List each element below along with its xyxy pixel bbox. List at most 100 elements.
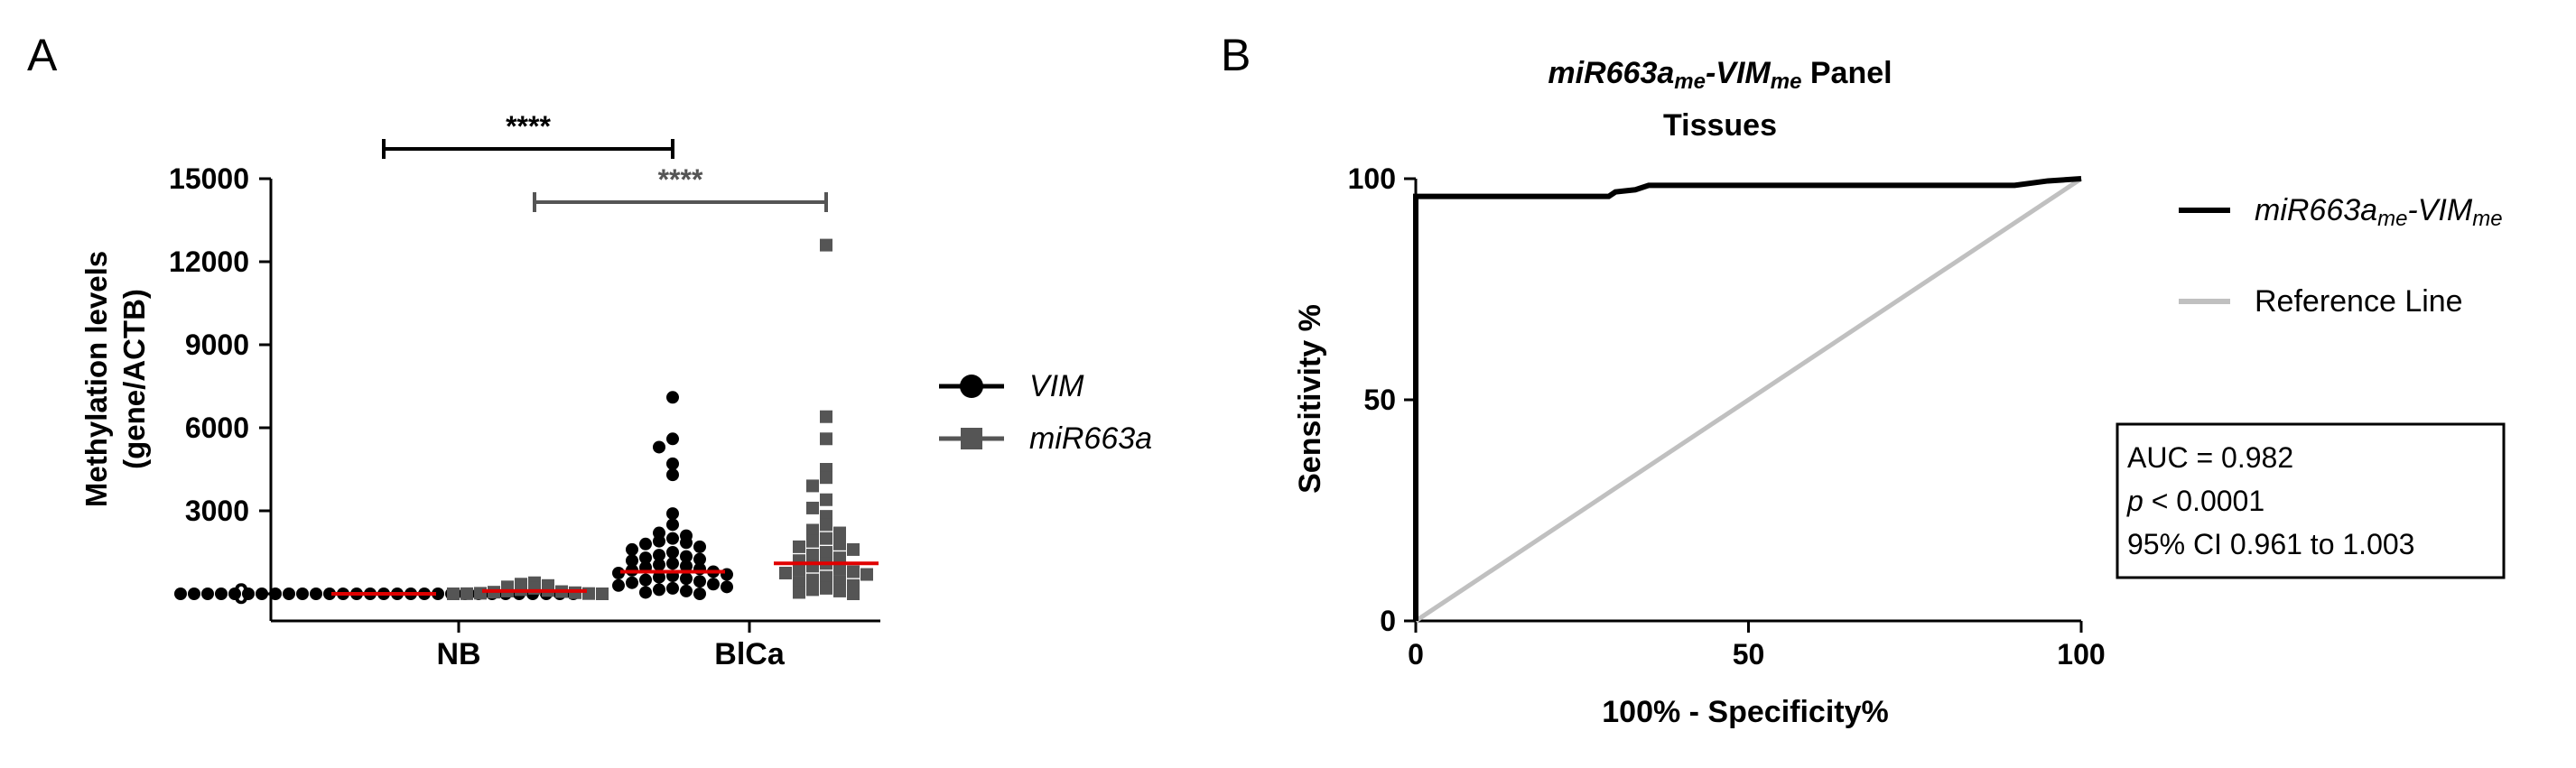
point-VIM-NB-29 — [174, 588, 187, 600]
point-miR663a-BlCa-36 — [793, 586, 805, 599]
point-VIM-BlCa-40 — [653, 583, 665, 597]
point-miR663a-BlCa-26 — [779, 567, 792, 579]
point-miR663a-BlCa-30 — [833, 575, 846, 588]
y-tick-label-1: 3000 — [185, 495, 249, 527]
significance-label-0: **** — [506, 110, 551, 143]
point-miR663a-BlCa-6 — [820, 493, 832, 506]
auc-annotation-box: AUC = 0.982 p < 0.0001 95% CI 0.961 to 1… — [2116, 422, 2506, 579]
point-miR663a-BlCa-37 — [847, 588, 860, 600]
point-VIM-NB-7 — [323, 588, 336, 600]
point-VIM-BlCa-19 — [693, 552, 706, 566]
point-miR663a-BlCa-12 — [820, 532, 832, 545]
confidence-interval: 95% CI 0.961 to 1.003 — [2127, 528, 2414, 560]
point-VIM-BlCa-41 — [680, 584, 693, 597]
point-miR663a-BlCa-27 — [860, 568, 873, 581]
panel-a-ylabel-line2: (gene/ACTB) — [117, 289, 151, 469]
point-miR663a-BlCa-17 — [820, 546, 832, 559]
point-VIM-BlCa-37 — [612, 578, 625, 592]
point-VIM-BlCa-18 — [639, 551, 652, 565]
roc-curve — [1413, 176, 2082, 621]
b-y-tick-label-1: 50 — [1363, 384, 1396, 416]
point-VIM-BlCa-10 — [653, 534, 665, 548]
point-miR663a-BlCa-15 — [793, 540, 805, 553]
point-VIM-BlCa-35 — [626, 576, 638, 589]
point-miR663a-BlCa-13 — [806, 534, 819, 548]
point-VIM-BlCa-16 — [653, 549, 665, 562]
panel-b-xlabel: 100% - Specificity% — [1602, 695, 1888, 729]
point-VIM-BlCa-32 — [680, 572, 693, 586]
point-miR663a-BlCa-35 — [833, 584, 846, 597]
point-miR663a-NB-15 — [447, 588, 460, 600]
y-tick-label-5: 15000 — [169, 162, 249, 195]
point-miR663a-BlCa-31 — [793, 576, 805, 589]
panel-b-y-ticks: 0 50 100 — [1348, 162, 1416, 637]
point-VIM-BlCa-33 — [639, 573, 652, 587]
point-miR663a-BlCa-34 — [806, 583, 819, 597]
point-VIM-BlCa-31 — [653, 570, 665, 584]
point-VIM-NB-25 — [201, 588, 214, 600]
point-miR663a-BlCa-9 — [820, 518, 832, 532]
b-y-tick-label-0: 0 — [1380, 605, 1396, 637]
point-VIM-BlCa-13 — [693, 540, 706, 553]
point-VIM-BlCa-23 — [680, 560, 693, 573]
y-tick-label-0: 0 — [233, 578, 249, 610]
x-tick-label-1: BlCa — [714, 637, 786, 671]
panel-a: A Methylation levels (gene/ACTB) 0 3000 60… — [27, 30, 1152, 671]
point-VIM-BlCa-4 — [666, 468, 679, 482]
reference-line — [1414, 176, 2083, 624]
point-VIM-BlCa-0 — [666, 391, 679, 404]
point-miR663a-BlCa-29 — [806, 573, 819, 587]
point-VIM-BlCa-42 — [639, 586, 652, 599]
legend-roc-label: miR663ame-VIMme — [2255, 193, 2503, 231]
point-VIM-BlCa-15 — [666, 546, 679, 559]
point-miR663a-BlCa-10 — [806, 523, 819, 537]
point-VIM-NB-13 — [283, 588, 295, 600]
legend-vim-label: VIM — [1029, 369, 1084, 403]
point-miR663a-BlCa-0 — [820, 238, 832, 252]
b-y-tick-label-2: 100 — [1348, 162, 1396, 195]
point-VIM-BlCa-14 — [626, 542, 638, 556]
point-miR663a-BlCa-5 — [806, 479, 819, 493]
point-VIM-BlCa-6 — [666, 518, 679, 532]
point-VIM-BlCa-3 — [666, 457, 679, 470]
point-VIM-BlCa-43 — [693, 588, 706, 600]
panel-b-subtitle: Tissues — [1663, 108, 1777, 143]
point-miR663a-BlCa-1 — [820, 410, 832, 423]
point-VIM-NB-9 — [310, 588, 322, 600]
point-VIM-BlCa-5 — [666, 507, 679, 521]
panel-a-points — [174, 238, 873, 600]
point-VIM-NB-19 — [242, 588, 255, 600]
x-tick-label-0: NB — [436, 637, 480, 671]
point-VIM-BlCa-12 — [639, 537, 652, 551]
auc-value: AUC = 0.982 — [2127, 441, 2293, 474]
point-miR663a-BlCa-11 — [833, 526, 846, 540]
y-tick-label-4: 12000 — [169, 245, 249, 278]
panel-b-ylabel: Sensitivity % — [1293, 304, 1327, 494]
point-VIM-BlCa-21 — [666, 557, 679, 570]
point-VIM-NB-15 — [269, 588, 282, 600]
legend-mir663a-label: miR663a — [1029, 421, 1152, 456]
point-VIM-BlCa-39 — [666, 581, 679, 595]
point-VIM-BlCa-11 — [680, 536, 693, 550]
legend-reference-label: Reference Line — [2255, 284, 2463, 319]
point-VIM-NB-27 — [188, 588, 200, 600]
b-x-tick-label-1: 50 — [1733, 638, 1765, 671]
point-VIM-NB-23 — [215, 588, 228, 600]
point-VIM-BlCa-38 — [721, 580, 733, 594]
panel-b-letter: B — [1221, 30, 1251, 80]
point-miR663a-BlCa-7 — [806, 501, 819, 514]
y-tick-label-2: 6000 — [185, 412, 249, 444]
point-VIM-NB-21 — [228, 588, 241, 600]
annotation-frame — [2116, 422, 2506, 579]
point-VIM-BlCa-22 — [653, 558, 665, 571]
legend-vim-marker — [960, 375, 983, 398]
p-value: p < 0.0001 — [2126, 485, 2264, 517]
point-VIM-BlCa-20 — [626, 554, 638, 568]
point-miR663a-NB-12 — [582, 587, 595, 600]
b-x-tick-label-0: 0 — [1408, 638, 1424, 671]
panel-b-title: miR663ame-VIMme Panel — [1548, 56, 1892, 94]
point-VIM-BlCa-1 — [666, 432, 679, 446]
point-VIM-NB-11 — [296, 588, 309, 600]
point-miR663a-BlCa-24 — [793, 563, 805, 577]
